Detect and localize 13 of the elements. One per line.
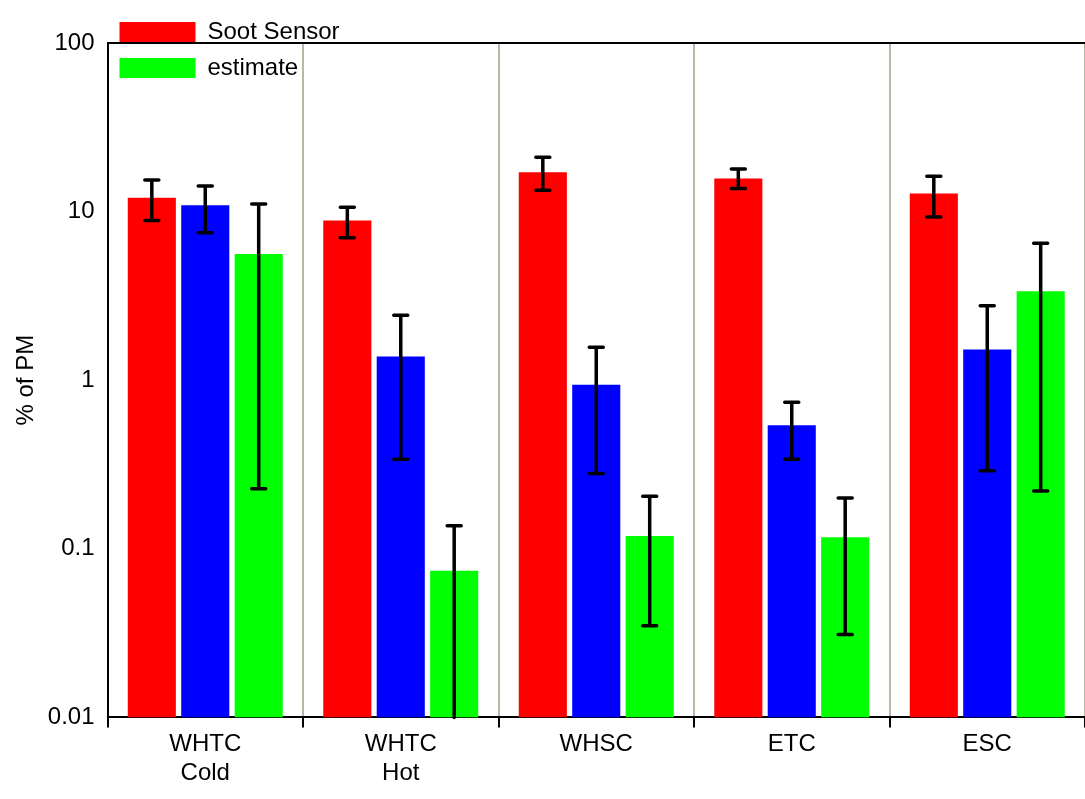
x-tick-label: ESC <box>962 729 1012 757</box>
y-tick-label: 100 <box>54 27 95 55</box>
x-tick-label: WHTC Cold <box>169 729 242 786</box>
y-tick-label: 1 <box>81 364 95 392</box>
legend-label: estimate <box>207 52 299 80</box>
legend-label: Soot Sensor <box>207 16 340 44</box>
y-tick-label: 10 <box>67 196 95 224</box>
y-tick-label: 0.01 <box>47 702 95 730</box>
x-tick-label: WHSC <box>559 729 633 757</box>
x-tick-label: ETC <box>767 729 816 757</box>
y-tick-label: 0.1 <box>61 533 95 561</box>
x-tick-label: WHTC Hot <box>364 729 437 786</box>
y-axis-title: % of PM <box>11 334 39 426</box>
